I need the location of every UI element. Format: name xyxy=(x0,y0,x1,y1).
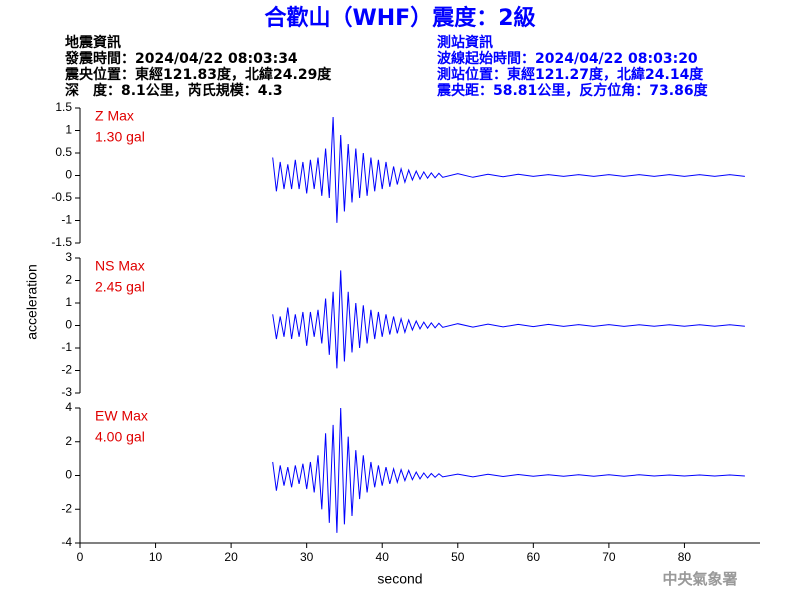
y-tick-label: 1 xyxy=(65,295,72,309)
station-info: 震央距：58.81公里，反方位角：73.86度 xyxy=(436,82,709,99)
max-label: 1.30 gal xyxy=(95,129,145,145)
x-tick-label: 30 xyxy=(300,550,314,564)
x-tick-label: 70 xyxy=(602,550,616,564)
x-tick-label: 0 xyxy=(77,550,84,564)
panel-label: NS Max xyxy=(95,258,145,274)
y-tick-label: 1.5 xyxy=(55,100,72,114)
y-tick-label: -3 xyxy=(61,385,72,399)
panel-label: EW Max xyxy=(95,408,148,424)
y-tick-label: 4 xyxy=(65,400,72,414)
y-tick-label: -2 xyxy=(61,363,72,377)
y-tick-label: 0 xyxy=(65,468,72,482)
station-info: 測站位置：東經121.27度，北緯24.14度 xyxy=(437,66,704,83)
y-tick-label: -1 xyxy=(61,213,72,227)
x-axis-label: second xyxy=(377,571,422,587)
x-tick-label: 60 xyxy=(527,550,541,564)
station-info: 波線起始時間：2024/04/22 08:03:20 xyxy=(437,50,698,67)
trace xyxy=(272,116,745,223)
y-tick-label: 3 xyxy=(65,250,72,264)
y-tick-label: -1 xyxy=(61,340,72,354)
y-tick-label: 0 xyxy=(65,168,72,182)
x-tick-label: 10 xyxy=(149,550,163,564)
credit: 中央氣象署 xyxy=(662,570,737,588)
y-tick-label: 0.5 xyxy=(55,145,72,159)
y-tick-label: 2 xyxy=(65,273,72,287)
x-tick-label: 20 xyxy=(224,550,238,564)
event-info: 深 度：8.1公里，芮氏規模：4.3 xyxy=(65,82,283,99)
y-tick-label: 2 xyxy=(65,434,72,448)
event-info: 震央位置：東經121.83度，北緯24.29度 xyxy=(64,66,332,83)
y-axis-label: acceleration xyxy=(24,264,40,340)
station-info: 測站資訊 xyxy=(437,34,493,51)
x-tick-label: 80 xyxy=(678,550,692,564)
event-info: 地震資訊 xyxy=(65,34,121,51)
x-tick-label: 40 xyxy=(376,550,390,564)
title: 合歡山（WHF）震度：2級 xyxy=(264,5,535,31)
y-tick-label: 0 xyxy=(65,318,72,332)
max-label: 2.45 gal xyxy=(95,279,145,295)
max-label: 4.00 gal xyxy=(95,429,145,445)
y-tick-label: 1 xyxy=(65,123,72,137)
y-tick-label: -4 xyxy=(61,535,72,549)
y-tick-label: -0.5 xyxy=(51,190,72,204)
trace xyxy=(272,270,745,369)
panel-label: Z Max xyxy=(95,108,134,124)
trace xyxy=(272,407,745,533)
x-tick-label: 50 xyxy=(451,550,465,564)
event-info: 發震時間：2024/04/22 08:03:34 xyxy=(64,50,298,67)
y-tick-label: -2 xyxy=(61,501,72,515)
y-tick-label: -1.5 xyxy=(51,235,72,249)
